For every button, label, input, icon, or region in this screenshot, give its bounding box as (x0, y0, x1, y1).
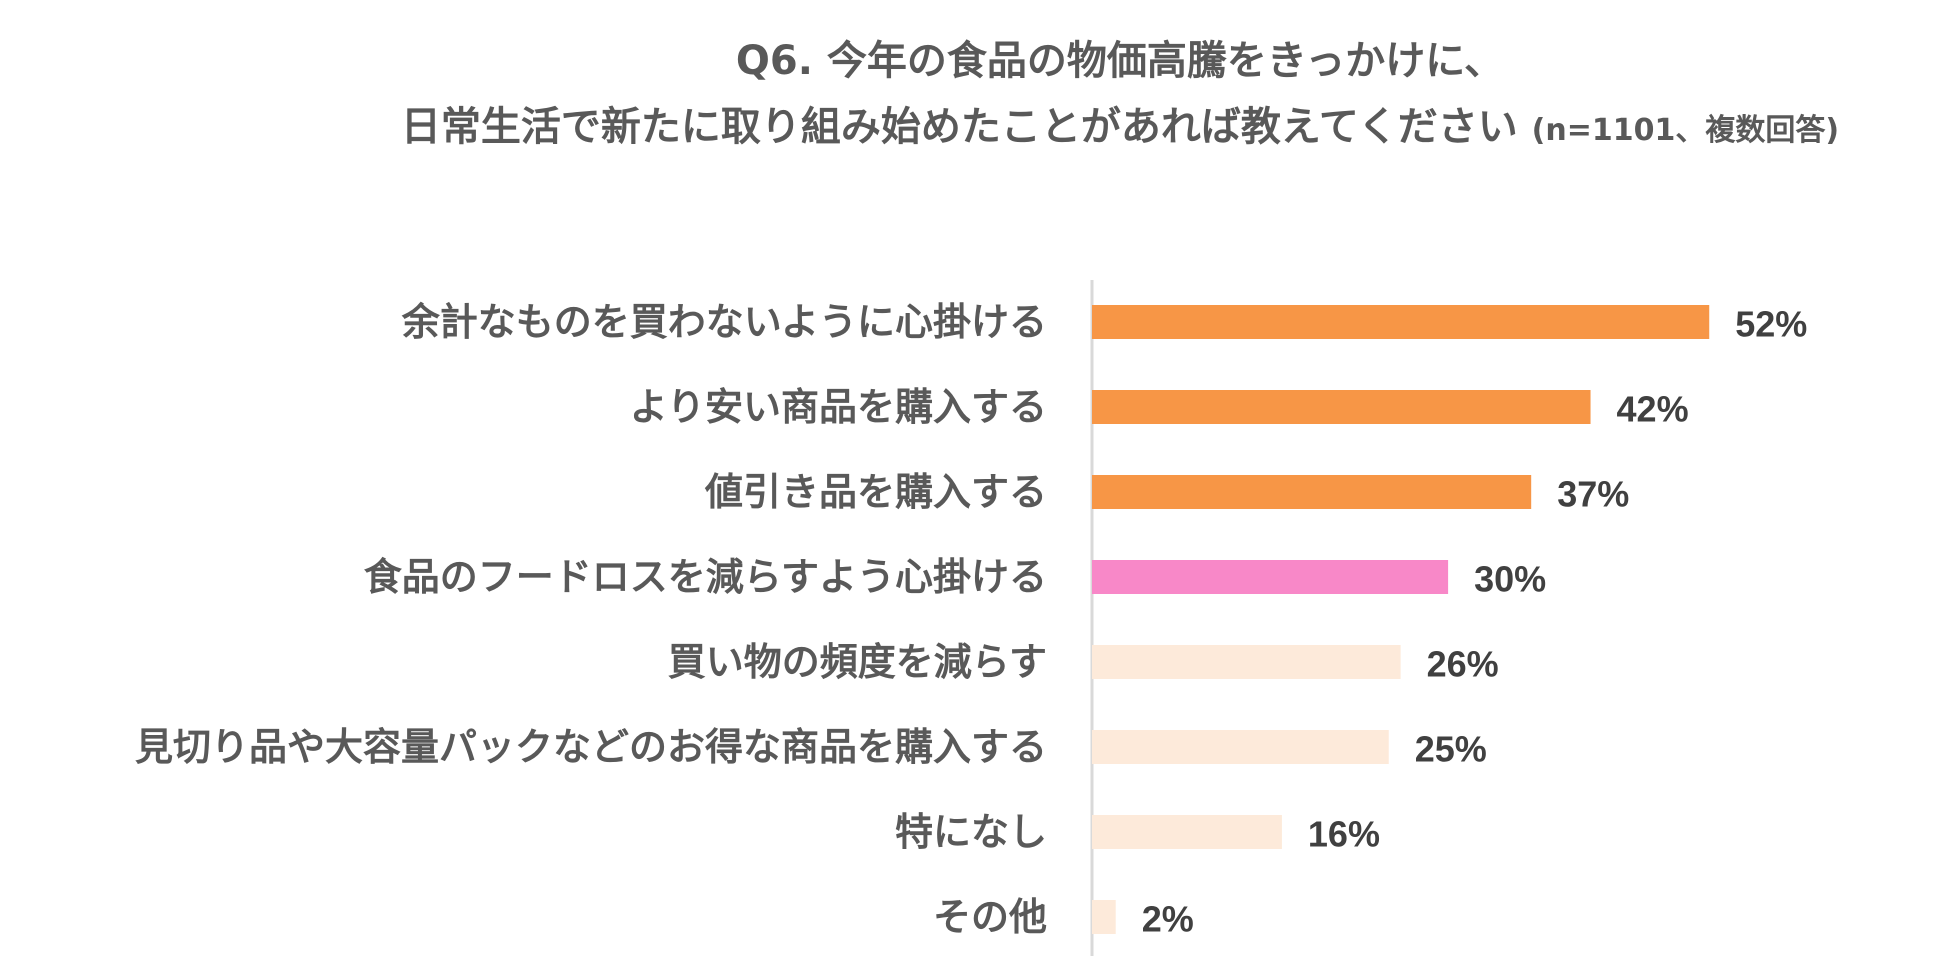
value-label-6: 25% (1415, 729, 1487, 770)
bar-5 (1092, 645, 1401, 679)
category-label-4: 食品のフードロスを減らすよう心掛ける (364, 555, 1047, 599)
category-label-7: 特になし (895, 810, 1047, 854)
bar-2 (1092, 390, 1591, 424)
bar-6 (1092, 730, 1389, 764)
category-label-6: 見切り品や大容量パックなどのお得な商品を購入する (135, 725, 1047, 769)
value-labels: 52% 42% 37% 30% 26% 25% 16% 2% (1142, 304, 1808, 940)
chart-title-line-1: Q6. 今年の食品の物価高騰をきっかけに、 (735, 38, 1505, 84)
value-label-7: 16% (1308, 814, 1380, 855)
category-label-8: その他 (933, 895, 1047, 939)
value-label-5: 26% (1427, 644, 1499, 685)
category-label-1: 余計なものを買わないように心掛ける (401, 300, 1047, 344)
value-label-8: 2% (1142, 899, 1194, 940)
chart-title-main: 日常生活で新たに取り組み始めたことがあれば教えてください (400, 104, 1518, 150)
category-label-5: 買い物の頻度を減らす (668, 640, 1047, 684)
bar-4 (1092, 560, 1449, 594)
bar-7 (1092, 815, 1282, 849)
category-label-2: より安い商品を購入する (630, 385, 1047, 429)
bar-3 (1092, 475, 1532, 509)
category-label-3: 値引き品を購入する (704, 470, 1047, 514)
chart-title: Q6. 今年の食品の物価高騰をきっかけに、 日常生活で新たに取り組み始めたことが… (300, 28, 1940, 164)
value-label-3: 37% (1557, 474, 1629, 515)
value-label-1: 52% (1735, 304, 1807, 345)
category-labels: 余計なものを買わないように心掛けるより安い商品を購入する値引き品を購入する食品の… (135, 300, 1047, 939)
chart-title-note: (n=1101、複数回答) (1531, 113, 1840, 148)
bars-layer (1092, 305, 1710, 934)
bar-1 (1092, 305, 1710, 339)
chart-title-line-2: 日常生活で新たに取り組み始めたことがあれば教えてください (n=1101、複数回… (300, 94, 1940, 164)
value-label-4: 30% (1474, 559, 1546, 600)
bar-8 (1092, 900, 1116, 934)
value-label-2: 42% (1617, 389, 1689, 430)
